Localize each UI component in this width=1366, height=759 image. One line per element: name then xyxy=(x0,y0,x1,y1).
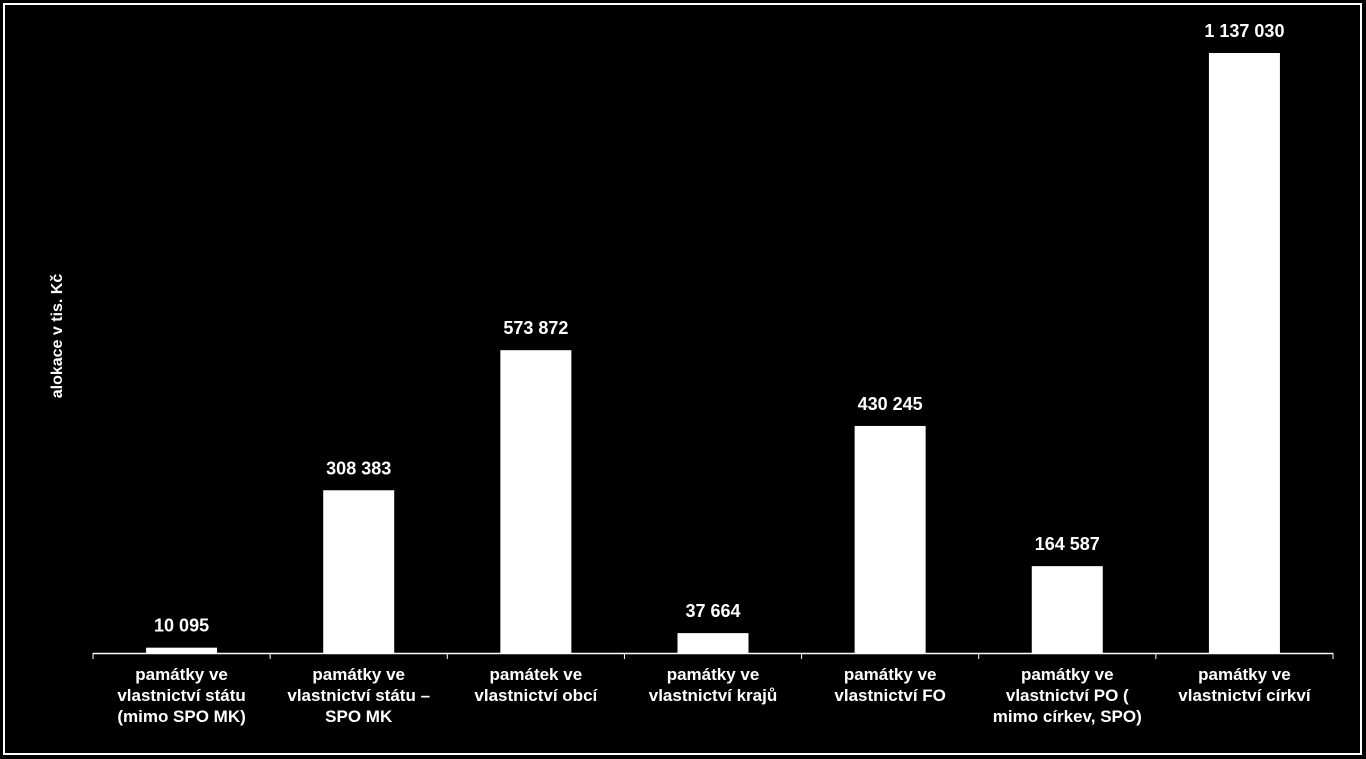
bar xyxy=(1208,53,1280,653)
bar xyxy=(677,633,749,653)
value-label: 573 872 xyxy=(503,318,568,338)
x-tick-label: památky ve vlastnictví státu – SPO MK xyxy=(287,665,431,726)
bar xyxy=(500,350,572,653)
value-label: 1 137 030 xyxy=(1204,21,1284,41)
value-label: 10 095 xyxy=(154,616,209,636)
value-label: 37 664 xyxy=(685,601,740,621)
frame xyxy=(3,3,1362,755)
x-tick-label: památky ve vlastnictví PO ( mimo církev,… xyxy=(992,665,1142,726)
y-axis-title: alokace v tis. Kč xyxy=(49,274,66,399)
value-label: 430 245 xyxy=(858,394,923,414)
x-tick-label: památek ve vlastnictví obcí xyxy=(474,665,598,705)
bar xyxy=(146,647,218,653)
value-label: 164 587 xyxy=(1035,534,1100,554)
value-label: 308 383 xyxy=(326,458,391,478)
x-tick-label: památky ve vlastnictví církví xyxy=(1178,665,1311,705)
bar xyxy=(1031,566,1103,653)
x-tick-label: památky ve vlastnictví FO xyxy=(834,665,946,705)
bar xyxy=(854,425,926,653)
x-tick-label: památky ve vlastnictví státu (mimo SPO M… xyxy=(117,665,246,726)
x-tick-label: památky ve vlastnictví krajů xyxy=(648,665,778,705)
bar xyxy=(323,490,395,653)
